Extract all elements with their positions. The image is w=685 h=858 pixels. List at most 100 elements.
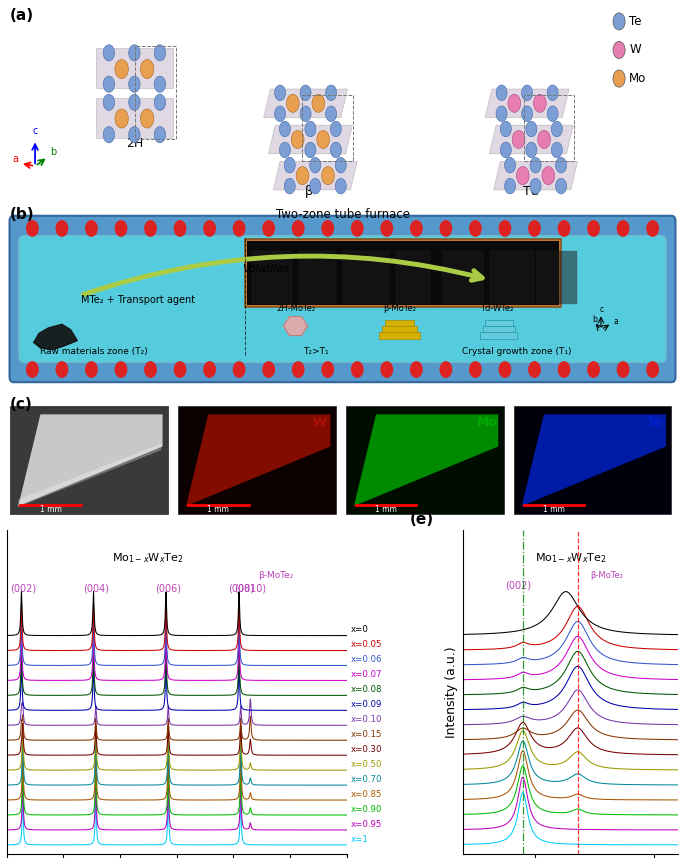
Circle shape (551, 142, 562, 158)
Circle shape (312, 94, 325, 112)
Circle shape (410, 221, 422, 236)
Circle shape (263, 362, 275, 378)
Text: (c): (c) (10, 397, 33, 413)
Circle shape (300, 85, 311, 100)
Circle shape (103, 76, 114, 93)
Text: β-MoTe₂: β-MoTe₂ (590, 571, 623, 579)
Text: Mo: Mo (476, 416, 497, 429)
Circle shape (526, 121, 537, 136)
Text: x=0.30: x=0.30 (351, 745, 383, 754)
Circle shape (617, 221, 629, 236)
Circle shape (129, 45, 140, 61)
Circle shape (547, 85, 558, 100)
Polygon shape (269, 125, 352, 154)
Circle shape (86, 221, 97, 236)
FancyBboxPatch shape (10, 406, 168, 514)
Circle shape (500, 121, 511, 136)
Circle shape (325, 85, 336, 100)
FancyBboxPatch shape (19, 236, 666, 362)
Text: x=0.05: x=0.05 (351, 640, 383, 650)
Circle shape (292, 221, 304, 236)
Text: a: a (613, 317, 618, 325)
Circle shape (381, 362, 393, 378)
Circle shape (351, 362, 363, 378)
Text: (a): (a) (10, 8, 34, 23)
Circle shape (27, 221, 38, 236)
Polygon shape (489, 125, 573, 154)
Circle shape (310, 157, 321, 173)
Text: W: W (629, 44, 640, 57)
Circle shape (470, 362, 481, 378)
Circle shape (470, 221, 481, 236)
Circle shape (115, 109, 128, 128)
Circle shape (613, 41, 625, 58)
Circle shape (613, 13, 625, 30)
FancyBboxPatch shape (342, 251, 390, 304)
FancyBboxPatch shape (245, 239, 560, 307)
Circle shape (351, 221, 363, 236)
Text: Two-zone tube furnace: Two-zone tube furnace (275, 208, 410, 221)
Circle shape (496, 106, 507, 122)
Circle shape (305, 142, 316, 158)
Circle shape (516, 166, 530, 184)
Polygon shape (186, 414, 330, 506)
Circle shape (335, 157, 346, 173)
Circle shape (647, 362, 658, 378)
FancyBboxPatch shape (483, 326, 515, 332)
Circle shape (103, 94, 114, 111)
FancyBboxPatch shape (382, 326, 417, 332)
Y-axis label: Intensity (a.u.): Intensity (a.u.) (445, 646, 458, 738)
Text: 2H-MoTe₂: 2H-MoTe₂ (276, 304, 315, 312)
Circle shape (27, 362, 38, 378)
Circle shape (234, 221, 245, 236)
Circle shape (613, 70, 625, 88)
Polygon shape (354, 414, 498, 506)
Circle shape (129, 127, 140, 142)
Circle shape (530, 178, 541, 194)
FancyBboxPatch shape (178, 406, 336, 514)
FancyBboxPatch shape (299, 251, 336, 304)
Text: x=0: x=0 (351, 625, 369, 634)
Circle shape (330, 142, 341, 158)
Circle shape (499, 221, 510, 236)
Circle shape (115, 362, 127, 378)
Circle shape (154, 94, 166, 111)
FancyBboxPatch shape (537, 251, 577, 304)
Circle shape (284, 178, 295, 194)
Circle shape (129, 76, 140, 93)
Circle shape (551, 121, 562, 136)
Circle shape (538, 130, 551, 148)
Circle shape (440, 221, 451, 236)
FancyBboxPatch shape (480, 332, 517, 339)
Circle shape (115, 221, 127, 236)
FancyBboxPatch shape (379, 332, 420, 339)
FancyBboxPatch shape (385, 320, 414, 326)
Text: x=0.07: x=0.07 (351, 670, 383, 679)
Circle shape (534, 94, 546, 112)
Text: x=0.10: x=0.10 (351, 715, 383, 724)
Polygon shape (494, 161, 577, 190)
Circle shape (115, 59, 128, 79)
FancyBboxPatch shape (514, 406, 671, 514)
Text: (008): (008) (227, 583, 253, 594)
Text: (004): (004) (83, 583, 109, 594)
Circle shape (322, 166, 334, 184)
Text: MTe₂ + Transport agent: MTe₂ + Transport agent (81, 294, 195, 305)
Circle shape (325, 106, 336, 122)
FancyBboxPatch shape (443, 251, 484, 304)
Circle shape (279, 142, 290, 158)
Text: x=0.85: x=0.85 (351, 789, 383, 799)
Circle shape (305, 121, 316, 136)
Circle shape (542, 166, 555, 184)
Circle shape (275, 85, 286, 100)
Circle shape (296, 166, 309, 184)
Circle shape (284, 157, 295, 173)
Text: Td: Td (523, 184, 538, 197)
Text: x=0.90: x=0.90 (351, 805, 382, 813)
Circle shape (292, 362, 304, 378)
Text: a: a (12, 154, 18, 164)
Polygon shape (485, 89, 569, 118)
Text: c: c (599, 305, 603, 314)
Text: (0010): (0010) (234, 583, 266, 594)
Circle shape (56, 221, 68, 236)
